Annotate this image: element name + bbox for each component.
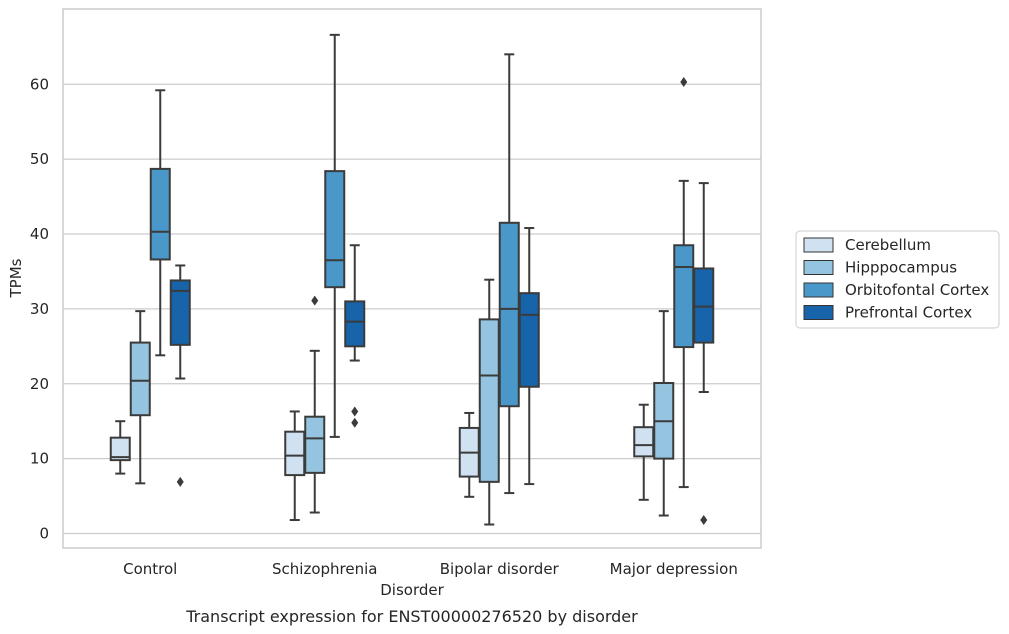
y-tick-label: 40 (30, 225, 49, 243)
box-hipppocampus-bipolar-disorder (478, 278, 500, 526)
x-tick-label: Control (123, 560, 177, 578)
box-prefrontal-cortex-control (169, 264, 191, 487)
box-iqr (518, 292, 540, 388)
box-series (109, 33, 715, 526)
legend-label: Orbitofontal Cortex (845, 281, 989, 299)
plot-frame (62, 8, 762, 549)
x-tick-labels: Control Schizophrenia Bipolar disorder Majo… (123, 560, 738, 578)
legend-swatch (803, 282, 834, 298)
outlier-point (351, 417, 359, 428)
legend-label: Prefrontal Cortex (845, 304, 972, 322)
y-tick-label: 0 (39, 525, 49, 543)
plot-area-background (63, 9, 761, 548)
legend-swatch (803, 260, 834, 275)
box-iqr (149, 167, 171, 261)
box-iqr (304, 415, 326, 474)
y-tick-labels: 0 10 20 30 40 50 60 (30, 75, 49, 542)
legend-label: Cerebellum (845, 236, 931, 254)
y-tick-label: 20 (30, 375, 49, 393)
outlier-point (700, 515, 708, 526)
box-iqr (284, 430, 306, 477)
box-iqr (478, 318, 500, 483)
box-orbitofontal-cortex-schizophrenia (324, 33, 346, 438)
legend-frame (795, 230, 1000, 329)
legend: Cerebellum Hipppocampus Orbitofontal Corte… (795, 230, 1000, 329)
box-iqr (109, 436, 131, 462)
box-hipppocampus-major-depression (653, 310, 675, 517)
box-cerebellum-schizophrenia (284, 410, 306, 522)
box-iqr (169, 279, 191, 346)
y-tick-label: 50 (30, 150, 49, 168)
box-cerebellum-control (109, 420, 131, 475)
box-iqr (633, 426, 655, 458)
box-prefrontal-cortex-major-depression (693, 182, 715, 526)
box-iqr (129, 341, 151, 417)
box-iqr (498, 221, 520, 408)
y-axis-title: TPMs (7, 258, 25, 298)
y-tick-label: 60 (30, 75, 49, 93)
legend-swatch (803, 237, 834, 253)
box-prefrontal-cortex-schizophrenia (344, 244, 366, 428)
y-tick-label: 10 (30, 450, 49, 468)
outlier-point (176, 476, 184, 487)
chart-caption: Transcript expression for ENST0000027652… (185, 607, 638, 626)
y-tick-label: 30 (30, 300, 49, 318)
box-cerebellum-bipolar-disorder (458, 411, 480, 498)
outlier-point (680, 77, 688, 88)
x-axis-title: Disorder (380, 581, 444, 599)
box-hipppocampus-schizophrenia (304, 295, 326, 514)
box-hipppocampus-control (129, 310, 151, 485)
box-iqr (324, 170, 346, 289)
legend-label: Hipppocampus (845, 259, 957, 277)
x-tick-label: Schizophrenia (272, 560, 377, 578)
box-iqr (344, 300, 366, 348)
outlier-point (311, 295, 319, 306)
box-iqr (693, 267, 715, 344)
x-tick-label: Bipolar disorder (440, 560, 560, 578)
box-iqr (673, 244, 695, 349)
legend-swatch (803, 305, 834, 320)
outlier-point (351, 406, 359, 417)
x-tick-label: Major depression (610, 560, 738, 578)
box-orbitofontal-cortex-control (149, 89, 171, 357)
box-prefrontal-cortex-bipolar-disorder (518, 227, 540, 486)
